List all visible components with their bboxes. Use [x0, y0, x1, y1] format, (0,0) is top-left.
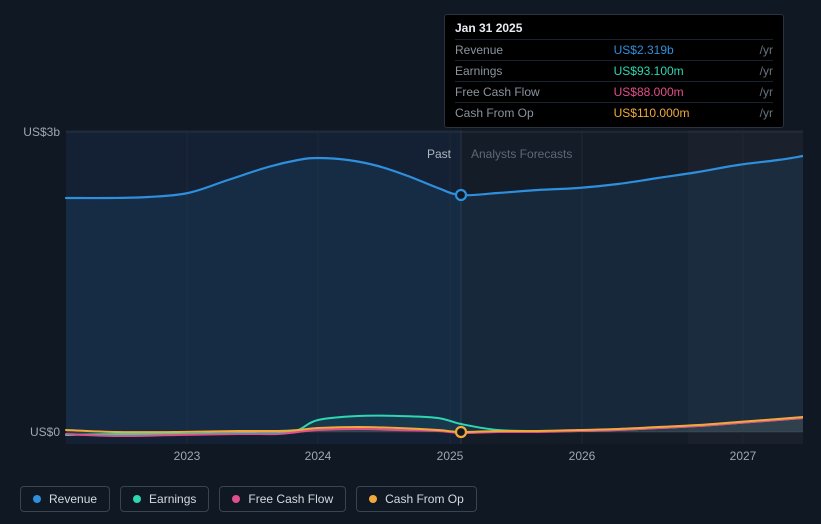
- legend-dot: [33, 495, 41, 503]
- legend-dot: [369, 495, 377, 503]
- legend-dot: [133, 495, 141, 503]
- chart-legend: Revenue Earnings Free Cash Flow Cash Fro…: [20, 486, 477, 512]
- svg-text:2023: 2023: [174, 449, 201, 463]
- tooltip-row: Earnings US$93.100m /yr: [455, 61, 773, 82]
- legend-item-fcf[interactable]: Free Cash Flow: [219, 486, 346, 512]
- tooltip-row-value: US$110.000m: [614, 103, 756, 124]
- svg-text:US$0: US$0: [30, 425, 60, 439]
- tooltip-row-suffix: /yr: [756, 61, 773, 82]
- legend-item-revenue[interactable]: Revenue: [20, 486, 110, 512]
- tooltip-row-label: Cash From Op: [455, 103, 614, 124]
- tooltip-row-label: Free Cash Flow: [455, 82, 614, 103]
- legend-label: Cash From Op: [385, 492, 464, 506]
- tooltip-row: Cash From Op US$110.000m /yr: [455, 103, 773, 124]
- tooltip-date: Jan 31 2025: [455, 21, 773, 39]
- svg-text:2026: 2026: [569, 449, 596, 463]
- legend-label: Free Cash Flow: [248, 492, 333, 506]
- svg-text:2027: 2027: [730, 449, 757, 463]
- tooltip-row-label: Earnings: [455, 61, 614, 82]
- legend-dot: [232, 495, 240, 503]
- svg-text:2025: 2025: [437, 449, 464, 463]
- tooltip-row-value: US$88.000m: [614, 82, 756, 103]
- svg-text:Analysts Forecasts: Analysts Forecasts: [471, 147, 572, 161]
- tooltip-row-value: US$93.100m: [614, 61, 756, 82]
- tooltip-row: Revenue US$2.319b /yr: [455, 40, 773, 61]
- legend-item-earnings[interactable]: Earnings: [120, 486, 209, 512]
- legend-item-cfo[interactable]: Cash From Op: [356, 486, 477, 512]
- tooltip-row-suffix: /yr: [756, 103, 773, 124]
- legend-label: Earnings: [149, 492, 196, 506]
- tooltip-table: Revenue US$2.319b /yr Earnings US$93.100…: [455, 39, 773, 123]
- svg-text:US$3b: US$3b: [23, 125, 60, 139]
- svg-text:Past: Past: [427, 147, 452, 161]
- chart-tooltip: Jan 31 2025 Revenue US$2.319b /yr Earnin…: [444, 14, 784, 128]
- tooltip-row-suffix: /yr: [756, 40, 773, 61]
- tooltip-row: Free Cash Flow US$88.000m /yr: [455, 82, 773, 103]
- legend-label: Revenue: [49, 492, 97, 506]
- tooltip-row-value: US$2.319b: [614, 40, 756, 61]
- tooltip-row-label: Revenue: [455, 40, 614, 61]
- svg-text:2024: 2024: [305, 449, 332, 463]
- tooltip-row-suffix: /yr: [756, 82, 773, 103]
